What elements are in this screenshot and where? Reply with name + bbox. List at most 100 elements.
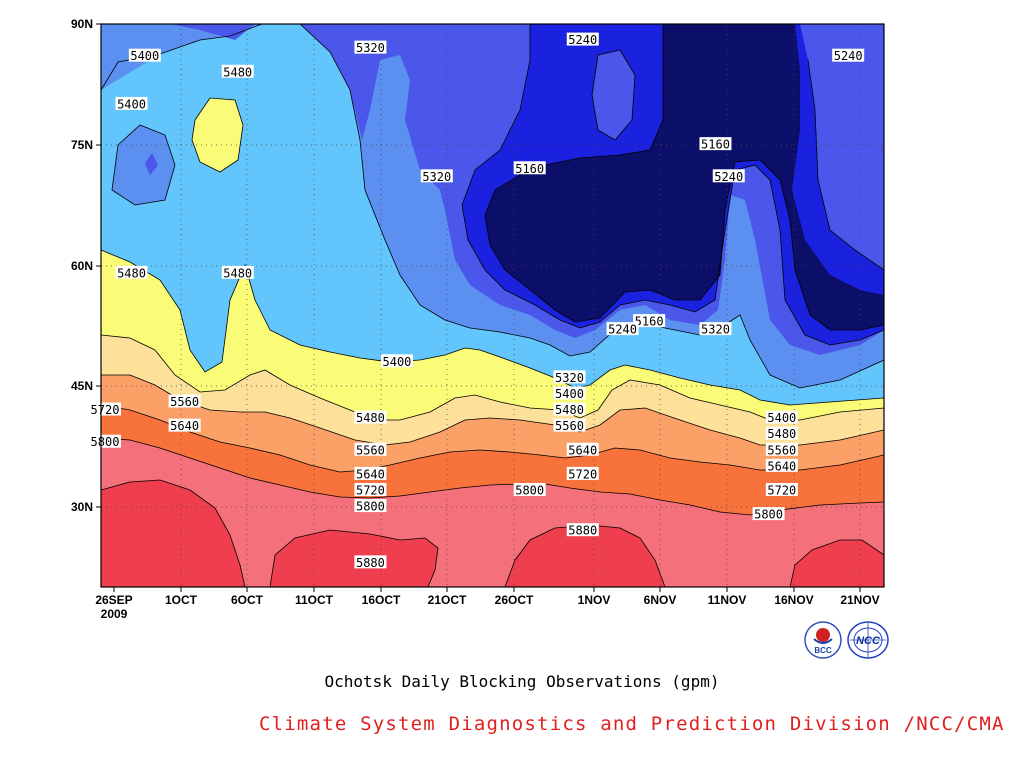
contour-lines — [101, 24, 884, 587]
contour-label: 5240 — [714, 170, 743, 184]
contour-label: 5800 — [754, 508, 783, 522]
contour-label: 5880 — [356, 556, 385, 570]
credit-line: Climate System Diagnostics and Predictio… — [259, 713, 1005, 735]
contour-label-bg — [699, 137, 732, 151]
x-tick-label: 6OCT — [231, 593, 264, 607]
contour-label-bg — [354, 499, 387, 513]
plot-frame — [100, 23, 885, 588]
contour-label: 5400 — [383, 355, 412, 369]
chart-title: Ochotsk Daily Blocking Observations (gpm… — [324, 672, 720, 691]
band-5240-right-lobe — [810, 55, 884, 150]
contour-label-bg — [354, 482, 387, 496]
contour-label-bg — [354, 466, 387, 480]
contour-label-bg — [89, 434, 121, 448]
contour-label-bg — [513, 161, 546, 175]
y-tick-label: 75N — [71, 138, 93, 152]
contour-label: 5320 — [555, 371, 584, 385]
contour-label-bg — [553, 402, 586, 416]
contour-label: 5400 — [767, 411, 796, 425]
contour-label-bg — [128, 48, 161, 62]
y-axis: 90N 75N 60N 45N 30N — [71, 17, 93, 514]
contour-label-bg — [765, 482, 798, 496]
contour-label: 5560 — [555, 419, 584, 433]
ncc-logo: NCC — [847, 621, 889, 659]
contour-label-bg — [566, 466, 599, 480]
contour-label-bg — [221, 265, 254, 279]
x-tick-label: 26SEP — [95, 593, 132, 607]
tick-marks — [96, 23, 861, 592]
contour-label: 5800 — [515, 483, 544, 497]
contour-label-bg — [168, 394, 201, 408]
contour-label: 5400 — [130, 49, 159, 63]
x-axis: 26SEP 2009 1OCT 6OCT 11OCT 16OCT 21OCT 2… — [95, 593, 879, 621]
contour-label-bg — [752, 507, 785, 521]
contour-label: 5320 — [701, 323, 730, 337]
contour-label-bg — [115, 96, 148, 110]
contour-label: 5720 — [767, 483, 796, 497]
band-above-5880-far — [790, 540, 884, 587]
band-below-5160 — [485, 24, 884, 330]
contour-label-bg — [354, 442, 387, 456]
y-tick-label: 30N — [71, 500, 93, 514]
x-tick-label: 1NOV — [578, 593, 611, 607]
contour-label: 5160 — [635, 315, 664, 329]
contour-label: 5720 — [568, 467, 597, 481]
x-tick-label: 26OCT — [495, 593, 534, 607]
contour-label: 5400 — [117, 97, 146, 111]
contour-label-bg — [553, 418, 586, 432]
band-above-5880-right — [505, 525, 665, 587]
contour-label-bg — [553, 370, 586, 384]
bcc-logo: BCC — [804, 621, 842, 659]
x-tick-label: 16OCT — [362, 593, 401, 607]
contour-label-bg — [354, 410, 387, 424]
contour-label-bg — [566, 523, 599, 537]
contour-label-bg — [168, 418, 201, 432]
contour-label: 5640 — [170, 419, 199, 433]
contour-label: 5720 — [356, 483, 385, 497]
contour-label: 5800 — [91, 435, 120, 449]
band-5480-bubble — [192, 98, 243, 172]
contour-label: 5160 — [701, 138, 730, 152]
x-tick-label: 1OCT — [165, 593, 198, 607]
x-tick-label: 21NOV — [840, 593, 879, 607]
contour-label: 5560 — [356, 443, 385, 457]
contour-label-bg — [221, 64, 254, 78]
contour-label: 5560 — [767, 443, 796, 457]
contour-label-bg — [380, 354, 413, 368]
ncc-logo-text: NCC — [856, 635, 881, 647]
contour-label: 5880 — [568, 524, 597, 538]
contour-label-bg — [765, 458, 798, 472]
contour-label: 5640 — [568, 443, 597, 457]
y-tick-label: 90N — [71, 17, 93, 31]
band-5240-island — [592, 50, 635, 140]
contour-label-bg — [765, 410, 798, 424]
contour-label-bg — [832, 48, 865, 62]
contour-label: 5320 — [356, 41, 385, 55]
band-5240-5320-top — [170, 24, 255, 40]
contour-label: 5640 — [767, 459, 796, 473]
contour-label-bg — [420, 169, 453, 183]
contour-label: 5480 — [555, 403, 584, 417]
band-above-5880-mid — [270, 530, 438, 587]
contour-label: 5560 — [170, 395, 199, 409]
contour-label-bg — [699, 322, 732, 336]
contour-label: 5240 — [608, 323, 637, 337]
plot-area — [101, 24, 884, 587]
contour-label-bg — [89, 402, 121, 416]
contour-label-bg — [354, 555, 387, 569]
contour-label-bg — [633, 314, 666, 328]
band-5320-5400-left — [101, 24, 262, 90]
contour-label-bg — [566, 32, 599, 46]
contour-label-bg — [765, 442, 798, 456]
x-tick-label: 6NOV — [644, 593, 677, 607]
x-tick-label: 11OCT — [295, 593, 334, 607]
contour-label-bg — [513, 482, 546, 496]
x-tick-label-year: 2009 — [101, 607, 128, 621]
band-5320-5400-pocket — [112, 125, 175, 205]
y-tick-label: 45N — [71, 379, 93, 393]
bcc-logo-text: BCC — [814, 646, 832, 655]
contour-label: 5400 — [555, 387, 584, 401]
contour-label-bg — [566, 442, 599, 456]
